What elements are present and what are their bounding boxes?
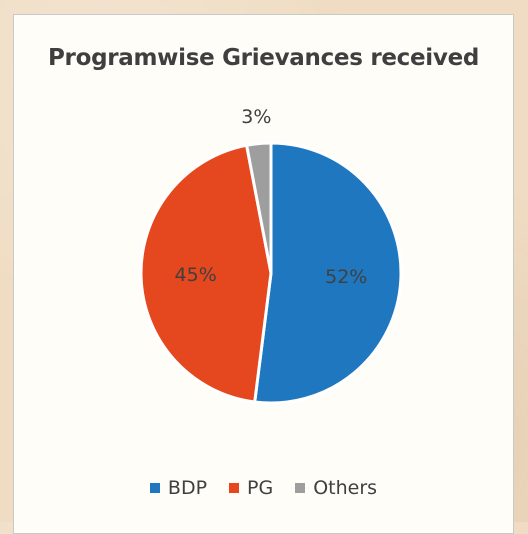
legend-swatch-pg (229, 483, 240, 493)
data-label-others: 3% (241, 106, 271, 128)
legend-swatch-bdp (149, 483, 160, 493)
pie-slice-pg (139, 143, 273, 404)
legend-item-others: Others (295, 477, 377, 499)
legend-swatch-others (295, 483, 306, 493)
chart-legend: BDP PG Others (14, 477, 513, 499)
legend-item-pg: PG (229, 477, 273, 499)
legend-label-bdp: BDP (167, 477, 208, 499)
data-label-bdp: 52% (325, 266, 367, 288)
legend-label-pg: PG (247, 477, 274, 499)
pie-slice-others (244, 141, 273, 274)
chart-title: Programwise Grievances received (47, 45, 480, 71)
pie-chart: 52% 45% 3% (139, 106, 403, 405)
chart-card: Programwise Grievances received 52% 45% 3%… (13, 14, 514, 534)
legend-item-bdp: BDP (149, 477, 208, 499)
data-label-pg: 45% (175, 264, 217, 286)
legend-label-others: Others (313, 477, 378, 499)
pie-slice-bdp (253, 141, 403, 405)
